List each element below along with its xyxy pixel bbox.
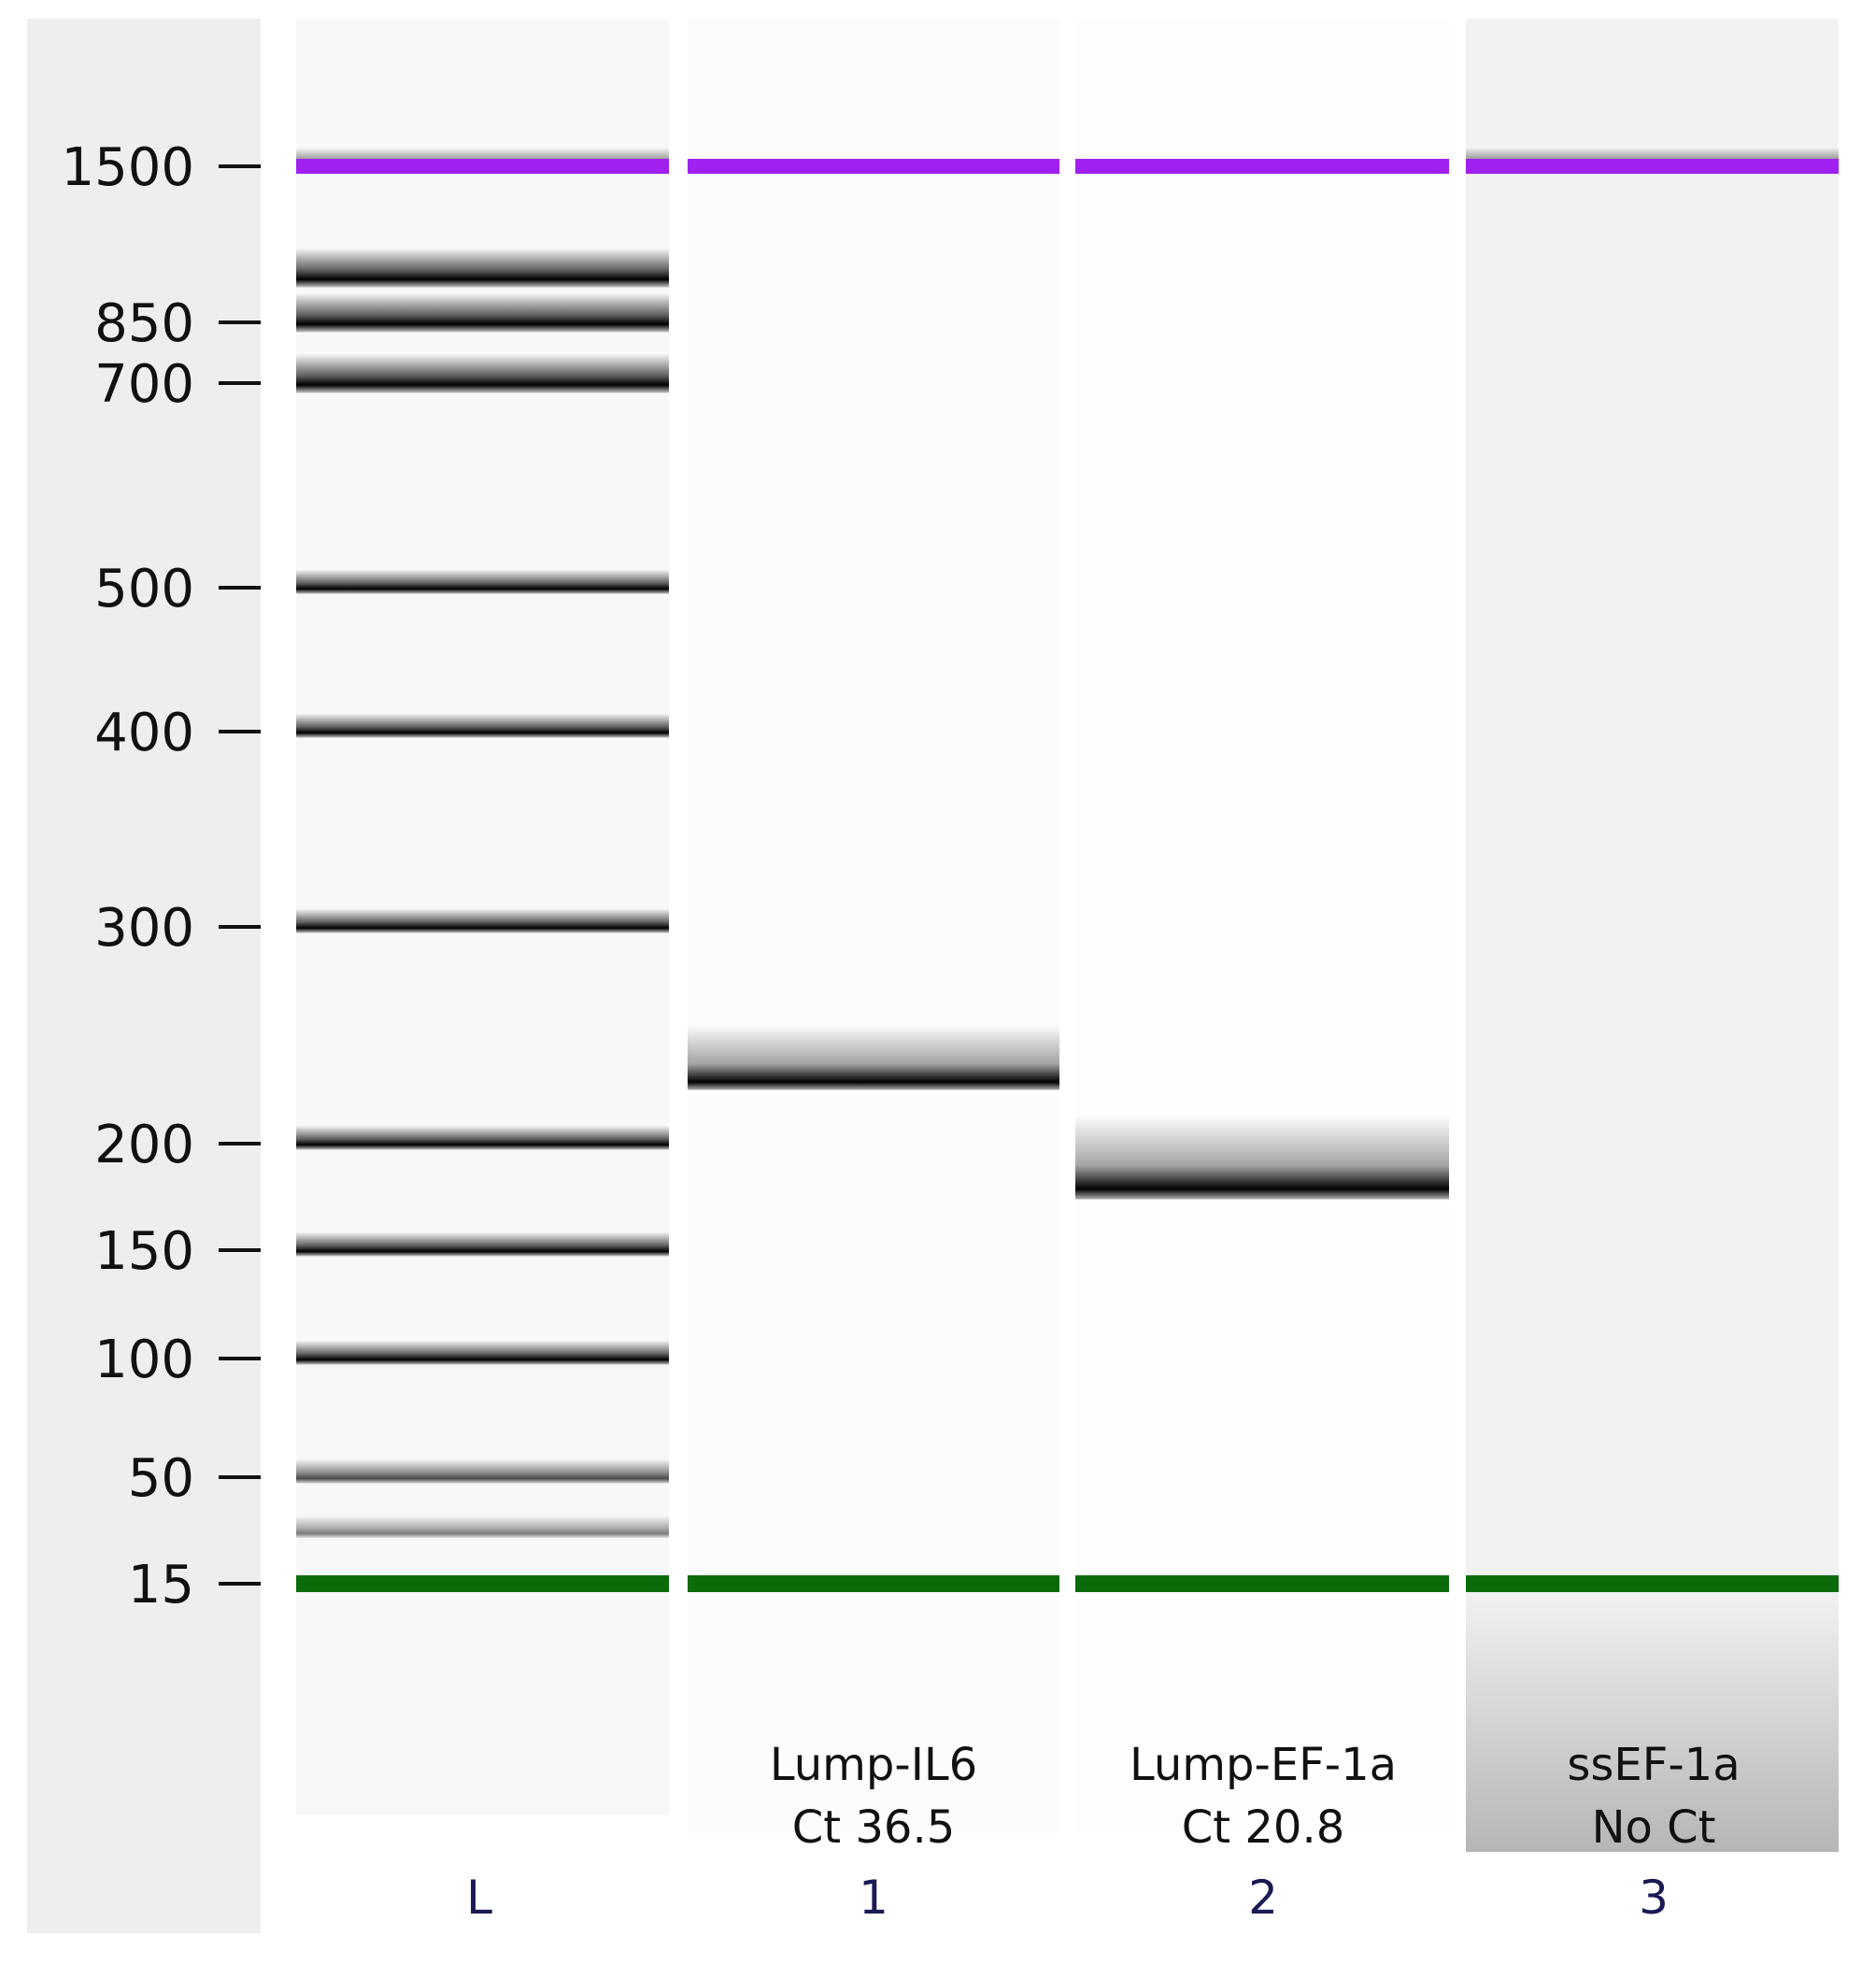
ladder-band — [296, 1340, 669, 1365]
tick-label: 50 — [128, 1448, 194, 1509]
tick-label: 200 — [94, 1115, 194, 1175]
lane-number: L — [466, 1871, 492, 1925]
lane-3 — [1466, 19, 1839, 1852]
ladder-band — [296, 1231, 669, 1257]
lane-number: 2 — [1248, 1871, 1278, 1925]
tick-label: 850 — [94, 293, 194, 354]
lower-marker — [688, 1575, 1059, 1592]
lane-ct: No Ct — [1592, 1801, 1716, 1854]
lane-name: ssEF-1a — [1567, 1739, 1740, 1791]
ladder-band — [296, 908, 669, 933]
lane-ct: Ct 36.5 — [792, 1801, 955, 1854]
sample-band — [688, 1024, 1059, 1090]
lower-marker — [1466, 1575, 1839, 1592]
tick-label: 150 — [94, 1221, 194, 1282]
ladder-band — [296, 1459, 669, 1484]
tick-label: 700 — [94, 354, 194, 415]
tick-label: 500 — [94, 559, 194, 619]
lower-marker — [296, 1575, 669, 1592]
lane-name: Lump-EF-1a — [1130, 1739, 1397, 1791]
tick-label: 1500 — [61, 137, 194, 198]
ladder-band — [296, 713, 669, 738]
lower-marker — [1075, 1575, 1449, 1592]
lane-ct: Ct 20.8 — [1182, 1801, 1344, 1854]
tick-label: 15 — [128, 1555, 194, 1615]
ladder-band — [296, 248, 669, 288]
axis-panel — [27, 19, 261, 1933]
sample-band — [1075, 1115, 1449, 1200]
lane-3-smear — [1466, 1588, 1839, 1852]
lane-2 — [1075, 19, 1449, 1833]
upper-marker — [1075, 159, 1449, 174]
bands — [296, 148, 1839, 1592]
upper-marker — [688, 159, 1059, 174]
lane-name: Lump-IL6 — [770, 1739, 977, 1791]
ladder-band — [296, 292, 669, 333]
upper-marker — [1466, 159, 1839, 174]
tick-label: 300 — [94, 898, 194, 959]
lane-1 — [688, 19, 1059, 1833]
tick-label: 100 — [94, 1330, 194, 1390]
lane-number: 1 — [859, 1871, 888, 1925]
tick-label: 400 — [94, 703, 194, 763]
ladder-band — [296, 1125, 669, 1150]
lane-number: 3 — [1639, 1871, 1669, 1925]
upper-marker — [296, 159, 669, 174]
ladder-band — [296, 353, 669, 393]
ladder-band — [296, 1516, 669, 1538]
ladder-band — [296, 569, 669, 594]
